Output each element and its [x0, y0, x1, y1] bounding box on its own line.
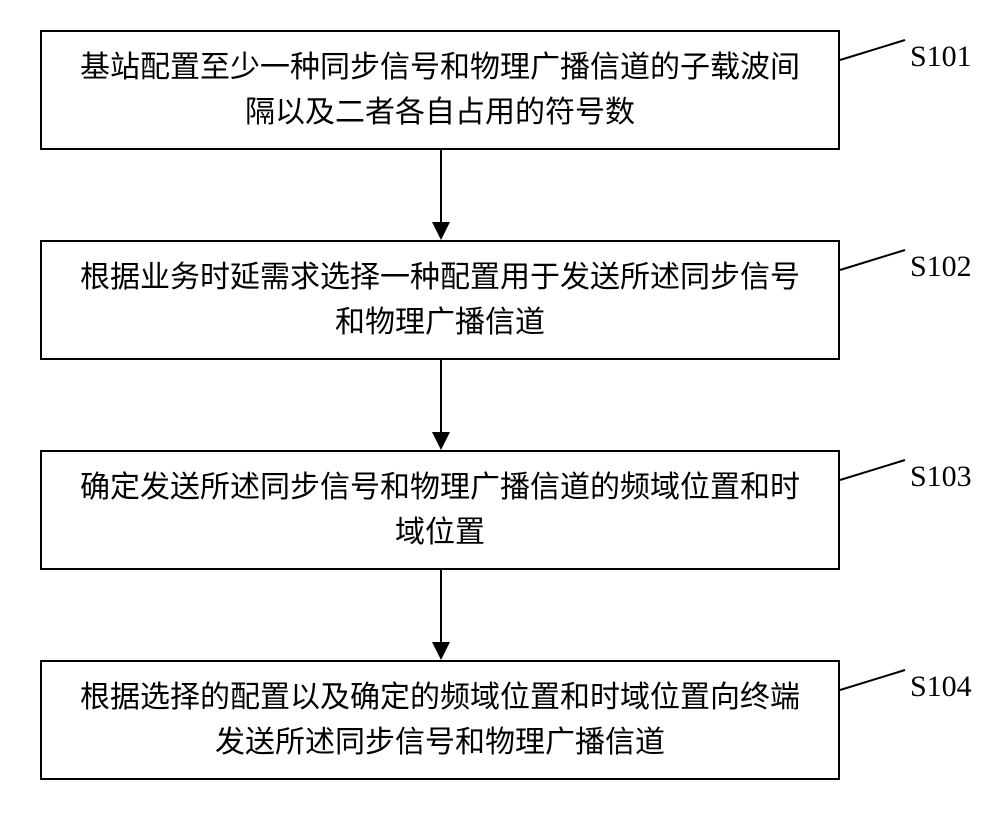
step-label-s104: S104	[910, 670, 972, 704]
arrow-head-icon	[432, 432, 450, 450]
step-text: 基站配置至少一种同步信号和物理广播信道的子载波间隔以及二者各自占用的符号数	[72, 45, 808, 135]
arrow-head-icon	[432, 642, 450, 660]
step-text: 根据业务时延需求选择一种配置用于发送所述同步信号和物理广播信道	[72, 255, 808, 345]
step-box-s102: 根据业务时延需求选择一种配置用于发送所述同步信号和物理广播信道	[40, 240, 840, 360]
arrow-line-3	[440, 570, 442, 642]
step-text: 根据选择的配置以及确定的频域位置和时域位置向终端发送所述同步信号和物理广播信道	[72, 675, 808, 765]
step-box-s101: 基站配置至少一种同步信号和物理广播信道的子载波间隔以及二者各自占用的符号数	[40, 30, 840, 150]
step-label-s103: S103	[910, 460, 972, 494]
step-text: 确定发送所述同步信号和物理广播信道的频域位置和时域位置	[72, 465, 808, 555]
step-label-s102: S102	[910, 250, 972, 284]
arrow-line-1	[440, 150, 442, 222]
step-box-s103: 确定发送所述同步信号和物理广播信道的频域位置和时域位置	[40, 450, 840, 570]
step-label-s101: S101	[910, 40, 972, 74]
step-box-s104: 根据选择的配置以及确定的频域位置和时域位置向终端发送所述同步信号和物理广播信道	[40, 660, 840, 780]
arrow-head-icon	[432, 222, 450, 240]
arrow-line-2	[440, 360, 442, 432]
flowchart-canvas: 基站配置至少一种同步信号和物理广播信道的子载波间隔以及二者各自占用的符号数 S10…	[0, 0, 1000, 838]
